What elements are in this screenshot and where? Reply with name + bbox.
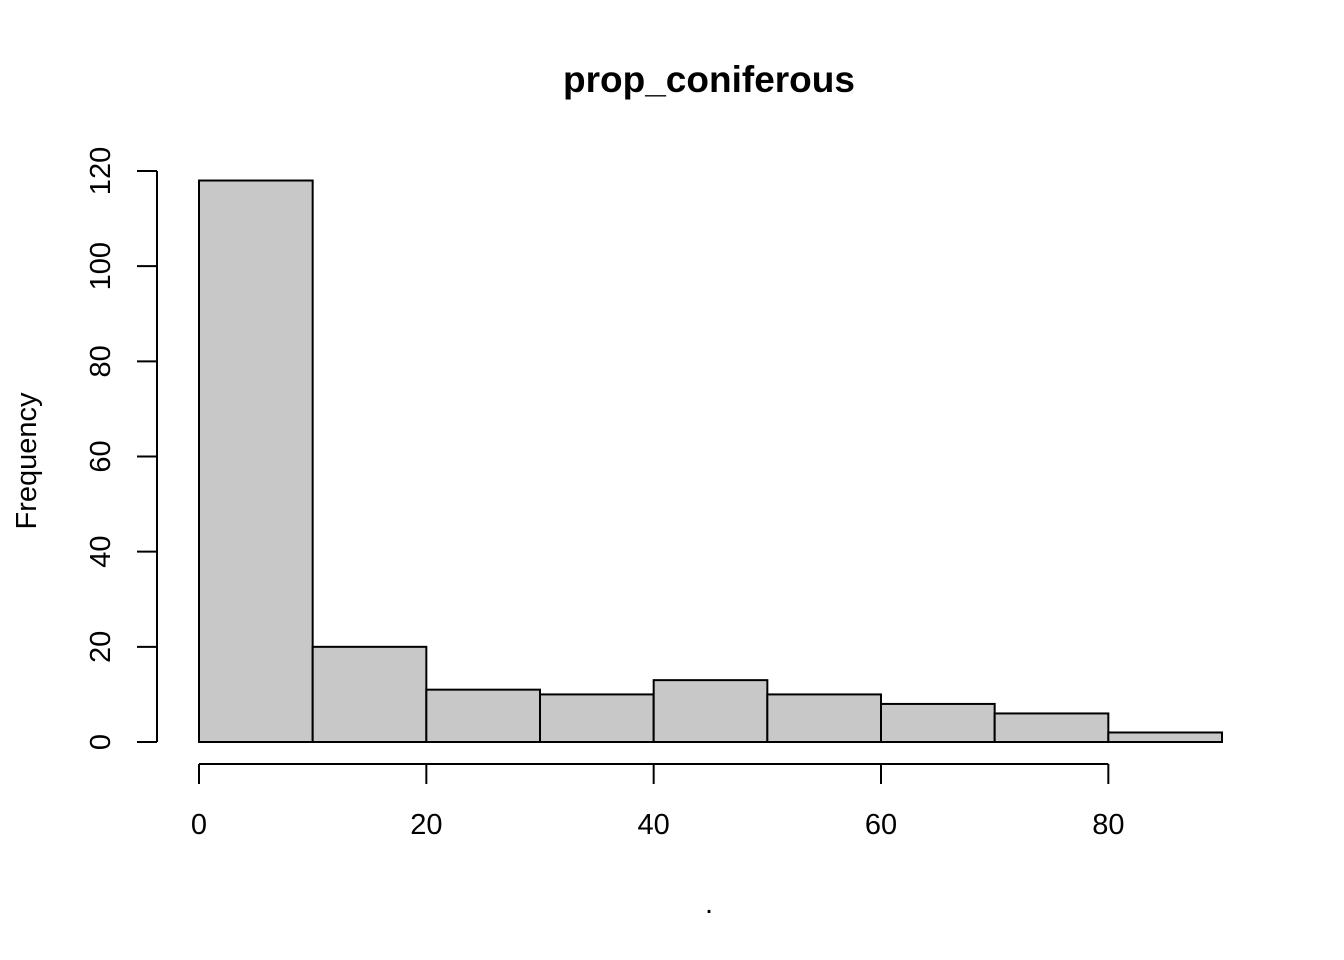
x-tick-label-80: 80 [1092, 809, 1124, 841]
y-tick-label-60: 60 [85, 440, 117, 472]
x-axis-label: . [705, 888, 713, 920]
histogram-bar-50-60 [766, 693, 882, 744]
histogram-bar-30-40 [539, 693, 655, 744]
y-tick-label-120: 120 [85, 147, 117, 195]
histogram-bar-20-30 [425, 688, 542, 743]
y-axis: 0 20 40 60 80 100 120 [85, 147, 158, 750]
chart-title: prop_coniferous [563, 59, 855, 100]
y-tick-label-20: 20 [85, 631, 117, 663]
y-tick-label-80: 80 [85, 345, 117, 377]
y-axis-label: Frequency [11, 392, 43, 530]
y-tick-label-0: 0 [85, 734, 117, 750]
histogram-bar-40-50 [652, 679, 769, 743]
x-tick-label-40: 40 [638, 809, 670, 841]
x-tick-label-20: 20 [410, 809, 442, 841]
x-tick-label-0: 0 [191, 809, 207, 841]
x-axis: 0 20 40 60 80 [191, 763, 1124, 841]
y-tick-label-40: 40 [85, 536, 117, 568]
histogram-bar-10-20 [311, 645, 428, 743]
histogram-bar-60-70 [880, 702, 996, 744]
bars-group [198, 179, 1224, 744]
histogram-bar-0-10 [198, 179, 314, 743]
x-tick-label-60: 60 [865, 809, 897, 841]
histogram-bar-70-80 [993, 712, 1110, 744]
y-tick-label-100: 100 [85, 242, 117, 290]
histogram-bar-80-90 [1107, 731, 1224, 744]
